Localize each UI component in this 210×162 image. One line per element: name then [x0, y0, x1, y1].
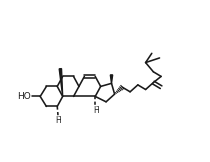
Polygon shape [110, 75, 113, 83]
Text: Ḧ: Ḧ [93, 106, 99, 115]
Text: HO: HO [17, 92, 31, 101]
Polygon shape [59, 69, 63, 96]
Text: Ḧ: Ḧ [55, 116, 61, 125]
